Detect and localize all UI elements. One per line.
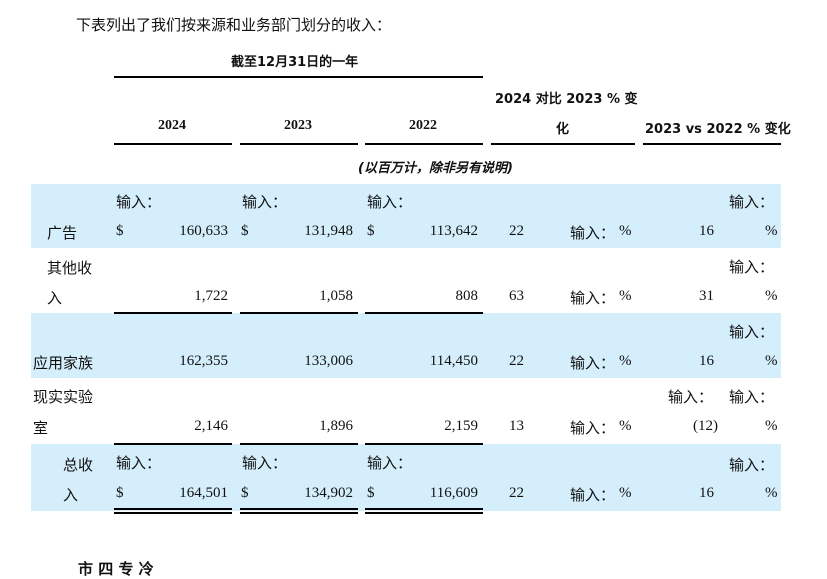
header-underline-2024 [114,143,232,145]
row-label-wrap: 入 [47,289,63,307]
header-underline-change2 [643,143,781,145]
change-24-23: 13 [509,418,524,434]
double-rule-top-2022 [365,508,483,510]
row-label: 现实实验 [33,388,94,406]
input-prefix: 输入： [729,193,775,211]
input-prefix: 输入： [729,323,775,341]
input-prefix: 输入： [729,388,775,406]
double-rule-top-2024 [114,508,232,510]
input-prefix: 输入： [367,454,413,472]
col-header-2023: 2023 [284,118,312,133]
percent-sign: % [619,288,632,304]
input-prefix: 输入： [242,454,288,472]
value-2024: 2,146 [194,418,228,434]
input-prefix: 输入： [367,193,413,211]
change-23-22: (12) [693,418,718,434]
subtotal-rule-2024 [114,312,232,314]
value-2022: 114,450 [429,353,478,369]
input-prefix: 输入： [570,224,616,242]
input-prefix: 输入： [729,456,775,474]
dollar-sign: $ [116,485,124,501]
change-23-22: 16 [699,485,714,501]
value-2022: 116,609 [429,485,478,501]
dollar-sign: $ [241,223,249,239]
percent-sign: % [765,288,778,304]
dollar-sign: $ [367,223,375,239]
double-rule-top-2023 [240,508,358,510]
dollar-sign: $ [241,485,249,501]
value-2024: 1,722 [194,288,228,304]
row-label: 应用家族 [33,354,94,372]
change-2024-vs-2023-header: 2024 对比 2023 % 变 [495,92,638,107]
value-2022: 113,642 [429,223,478,239]
subtotal-rule-2022 [365,312,483,314]
change-23-22: 16 [699,223,714,239]
value-2023: 1,058 [319,288,353,304]
percent-sign: % [765,223,778,239]
percent-sign: % [619,485,632,501]
value-2024: 160,633 [179,223,228,239]
percent-sign: % [765,485,778,501]
row-label: 总收 [63,456,94,474]
percent-sign: % [619,223,632,239]
change-24-23: 22 [509,485,524,501]
next-section-heading-partial: 市 四 专 冷 [78,560,154,578]
col-header-2024: 2024 [158,118,186,133]
header-underline-2023 [240,143,358,145]
input-prefix: 输入： [116,193,162,211]
row-band-family [31,313,781,378]
percent-sign: % [765,418,778,434]
change-24-23: 22 [509,223,524,239]
change-23-22: 16 [699,353,714,369]
dollar-sign: $ [367,485,375,501]
value-2023: 133,006 [304,353,353,369]
row-band-ads [31,184,781,248]
change-24-23: 22 [509,353,524,369]
value-2023: 134,902 [304,485,353,501]
total-rule-2024 [114,443,232,445]
units-note: (以百万计，除非另有说明) [358,161,513,176]
row-band-total [31,444,781,511]
input-prefix: 输入： [570,486,616,504]
double-rule-bottom-2024 [114,512,232,514]
double-rule-bottom-2023 [240,512,358,514]
value-2022: 808 [455,288,479,304]
row-label: 广告 [47,224,78,242]
header-underline-change1 [491,143,635,145]
percent-sign: % [619,418,632,434]
value-2023: 1,896 [319,418,353,434]
input-prefix: 输入： [116,454,162,472]
row-label-wrap: 入 [63,486,79,504]
row-label-wrap: 室 [33,419,49,437]
period-header: 截至12月31日的一年 [231,55,359,70]
change-2023-vs-2022-header: 2023 vs 2022 % 变化 [645,122,791,137]
header-underline-2022 [365,143,483,145]
subtotal-rule-2023 [240,312,358,314]
input-prefix: 输入： [570,354,616,372]
total-rule-2023 [240,443,358,445]
input-prefix: 输入： [570,289,616,307]
row-label: 其他收 [47,259,93,277]
value-2022: 2,159 [444,418,478,434]
col-header-2022: 2022 [409,118,437,133]
change-24-23: 63 [509,288,524,304]
input-prefix: 输入： [668,388,714,406]
value-2024: 164,501 [179,485,228,501]
percent-sign: % [765,353,778,369]
change-2024-vs-2023-header-wrap: 化 [556,122,570,137]
change-23-22: 31 [699,288,714,304]
value-2024: 162,355 [179,353,228,369]
value-2023: 131,948 [304,223,353,239]
percent-sign: % [619,353,632,369]
total-rule-2022 [365,443,483,445]
double-rule-bottom-2022 [365,512,483,514]
input-prefix: 输入： [570,419,616,437]
input-prefix: 输入： [242,193,288,211]
intro-text: 下表列出了我们按来源和业务部门划分的收入： [76,16,392,34]
header-rule [114,76,483,78]
input-prefix: 输入： [729,258,775,276]
dollar-sign: $ [116,223,124,239]
